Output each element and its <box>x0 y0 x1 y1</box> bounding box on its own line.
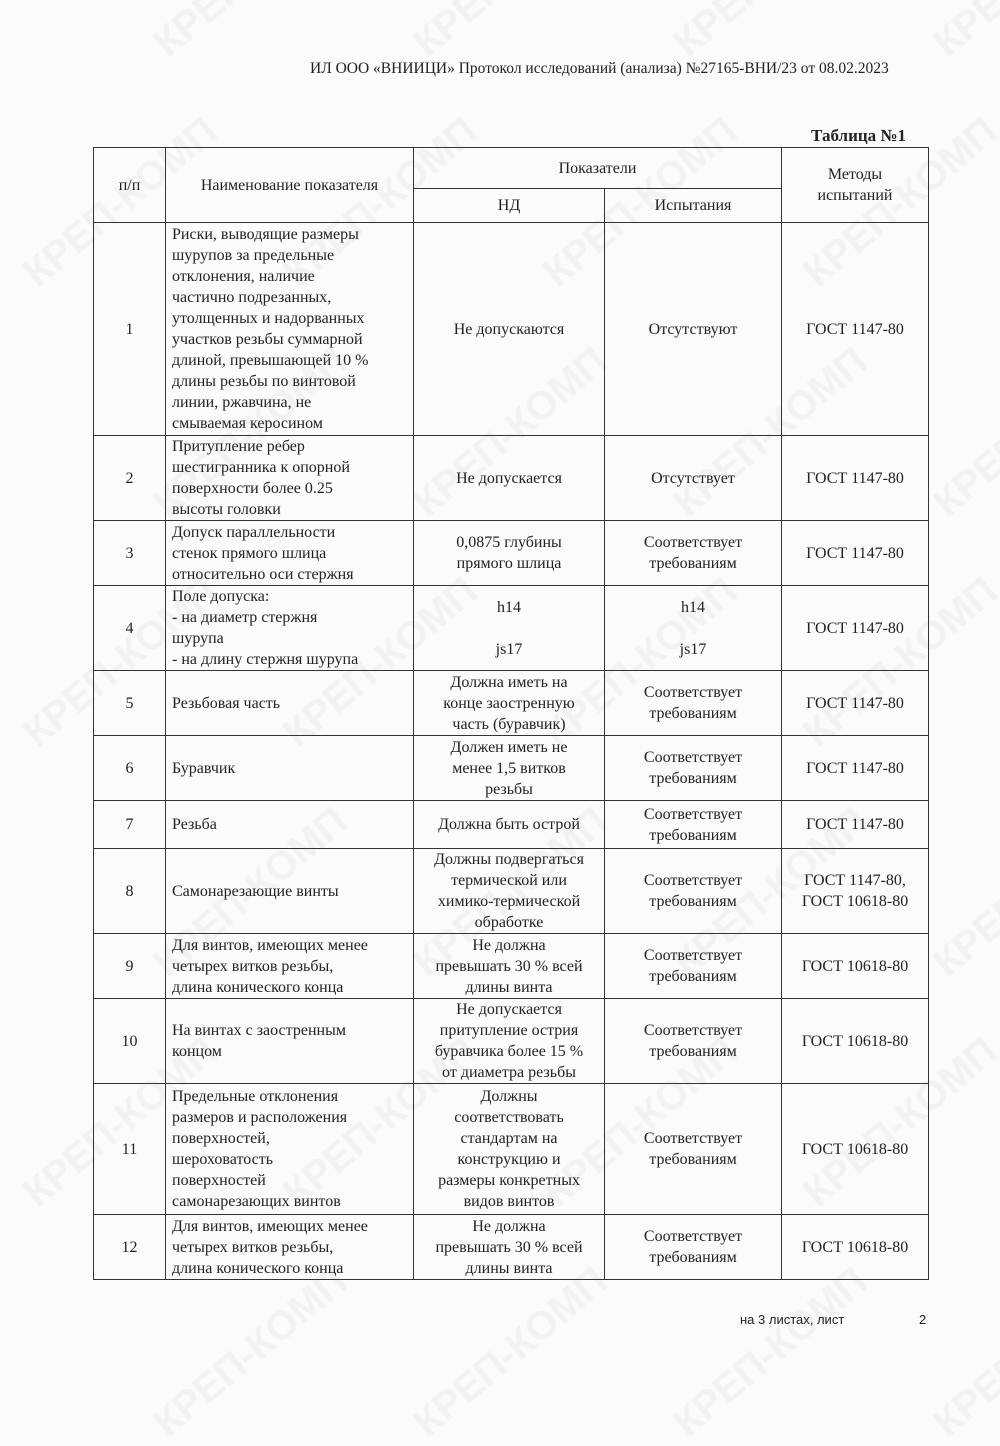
watermark-text: КРЕП-КОМП <box>405 1258 616 1446</box>
indicator-name: Самонарезающие винты <box>165 848 414 934</box>
indicator-name: Риски, выводящие размеры шурупов за пред… <box>165 222 414 436</box>
test-method: ГОСТ 1147-80 <box>781 435 929 521</box>
nd-requirement: h14 js17 <box>413 585 605 671</box>
watermark-text: КРЕП-КОМП <box>405 0 616 66</box>
indicator-name: Резьбовая часть <box>165 670 414 736</box>
row-number: 8 <box>93 848 166 934</box>
test-method: ГОСТ 1147-80 <box>781 735 929 801</box>
test-result: Соответствует требованиям <box>604 933 782 999</box>
nd-requirement: Должен иметь не менее 1,5 витков резьбы <box>413 735 605 801</box>
table-row: 5 Резьбовая часть Должна иметь на конце за… <box>93 670 929 736</box>
test-method: ГОСТ 10618-80 <box>781 933 929 999</box>
nd-requirement: Не допускается <box>413 435 605 521</box>
row-number: 11 <box>93 1083 166 1215</box>
nd-requirement: Должны подвергаться термической или хими… <box>413 848 605 934</box>
nd-requirement: Должны соответствовать стандартам на кон… <box>413 1083 605 1215</box>
document-header: ИЛ ООО «ВНИИЦИ» Протокол исследований (а… <box>310 60 889 77</box>
row-number: 12 <box>93 1214 166 1280</box>
test-result: Отсутствует <box>604 435 782 521</box>
row-number: 3 <box>93 520 166 586</box>
test-result: h14 js17 <box>604 585 782 671</box>
table-row: 2 Притупление ребер шестигранника к опорн… <box>93 435 929 521</box>
indicator-name: Допуск параллельности стенок прямого шли… <box>165 520 414 586</box>
test-result: Соответствует требованиям <box>604 1214 782 1280</box>
table-row: 4 Поле допуска: - на диаметр стержня шуру… <box>93 585 929 671</box>
table-title: Таблица №1 <box>811 126 906 145</box>
nd-requirement: 0,0875 глубины прямого шлица <box>413 520 605 586</box>
test-result: Соответствует требованиям <box>604 998 782 1084</box>
watermark-text: КРЕП-КОМП <box>925 798 1000 986</box>
test-result: Соответствует требованиям <box>604 735 782 801</box>
indicator-name: Предельные отклонения размеров и располо… <box>165 1083 414 1215</box>
col-header-test: Испытания <box>604 188 782 223</box>
indicator-name: Для винтов, имеющих менее четырех витков… <box>165 1214 414 1280</box>
test-result: Отсутствуют <box>604 222 782 436</box>
test-result: Соответствует требованиям <box>604 1083 782 1215</box>
watermark-text: КРЕП-КОМП <box>145 1258 356 1446</box>
watermark-text: КРЕП-КОМП <box>665 0 876 66</box>
watermark-text: КРЕП-КОМП <box>0 0 96 66</box>
row-number: 1 <box>93 222 166 436</box>
nd-requirement: Не допускаются <box>413 222 605 436</box>
row-number: 10 <box>93 998 166 1084</box>
nd-requirement: Должна иметь на конце заостренную часть … <box>413 670 605 736</box>
table-row: 1 Риски, выводящие размеры шурупов за пре… <box>93 222 929 436</box>
row-number: 6 <box>93 735 166 801</box>
test-method: ГОСТ 1147-80, ГОСТ 10618-80 <box>781 848 929 934</box>
col-header-methods: Методы испытаний <box>781 147 929 223</box>
row-number: 2 <box>93 435 166 521</box>
watermark-text: КРЕП-КОМП <box>665 1258 876 1446</box>
table-row: 11 Предельные отклонения размеров и распо… <box>93 1083 929 1215</box>
test-method: ГОСТ 10618-80 <box>781 1083 929 1215</box>
row-number: 9 <box>93 933 166 999</box>
test-result: Соответствует требованиям <box>604 670 782 736</box>
table-row: 9 Для винтов, имеющих менее четырех витко… <box>93 933 929 999</box>
nd-requirement: Не должна превышать 30 % всей длины винт… <box>413 1214 605 1280</box>
nd-requirement: Не должна превышать 30 % всей длины винт… <box>413 933 605 999</box>
table-row: 7 Резьба Должна быть острой Соответствует т… <box>93 800 929 849</box>
test-method: ГОСТ 1147-80 <box>781 585 929 671</box>
table-row: 10 На винтах с заостренным концом Не допус… <box>93 998 929 1084</box>
row-number: 7 <box>93 800 166 849</box>
watermark-text: КРЕП-КОМП <box>925 0 1000 66</box>
watermark-text: КРЕП-КОМП <box>925 1258 1000 1446</box>
test-result: Соответствует требованиям <box>604 800 782 849</box>
watermark-text: КРЕП-КОМП <box>145 0 356 66</box>
indicator-name: На винтах с заостренным концом <box>165 998 414 1084</box>
watermark-text: КРЕП-КОМП <box>925 338 1000 526</box>
row-number: 4 <box>93 585 166 671</box>
col-header-indicators: Показатели <box>413 147 782 189</box>
indicator-name: Для винтов, имеющих менее четырех витков… <box>165 933 414 999</box>
indicator-name: Буравчик <box>165 735 414 801</box>
test-method: ГОСТ 10618-80 <box>781 1214 929 1280</box>
nd-requirement: Не допускается притупление острия буравч… <box>413 998 605 1084</box>
test-method: ГОСТ 1147-80 <box>781 800 929 849</box>
nd-requirement: Должна быть острой <box>413 800 605 849</box>
col-header-num: п/п <box>93 147 166 223</box>
table-row: 3 Допуск параллельности стенок прямого шл… <box>93 520 929 586</box>
indicator-name: Резьба <box>165 800 414 849</box>
table-row: 12 Для винтов, имеющих менее четырех витк… <box>93 1214 929 1280</box>
sheet-count: на 3 листах, лист <box>740 1312 845 1327</box>
test-method: ГОСТ 10618-80 <box>781 998 929 1084</box>
test-method: ГОСТ 1147-80 <box>781 670 929 736</box>
test-result: Соответствует требованиям <box>604 848 782 934</box>
row-number: 5 <box>93 670 166 736</box>
test-method: ГОСТ 1147-80 <box>781 520 929 586</box>
table-row: 6 Буравчик Должен иметь не менее 1,5 витко… <box>93 735 929 801</box>
col-header-name: Наименование показателя <box>165 147 414 223</box>
page-number: 2 <box>919 1312 927 1327</box>
table-row: 8 Самонарезающие винты Должны подвергаться… <box>93 848 929 934</box>
col-header-nd: НД <box>413 188 605 223</box>
indicator-name: Притупление ребер шестигранника к опорно… <box>165 435 414 521</box>
test-result: Соответствует требованиям <box>604 520 782 586</box>
indicator-name: Поле допуска: - на диаметр стержня шуруп… <box>165 585 414 671</box>
results-table: п/п Наименование показателя Показатели М… <box>93 147 929 1280</box>
test-method: ГОСТ 1147-80 <box>781 222 929 436</box>
